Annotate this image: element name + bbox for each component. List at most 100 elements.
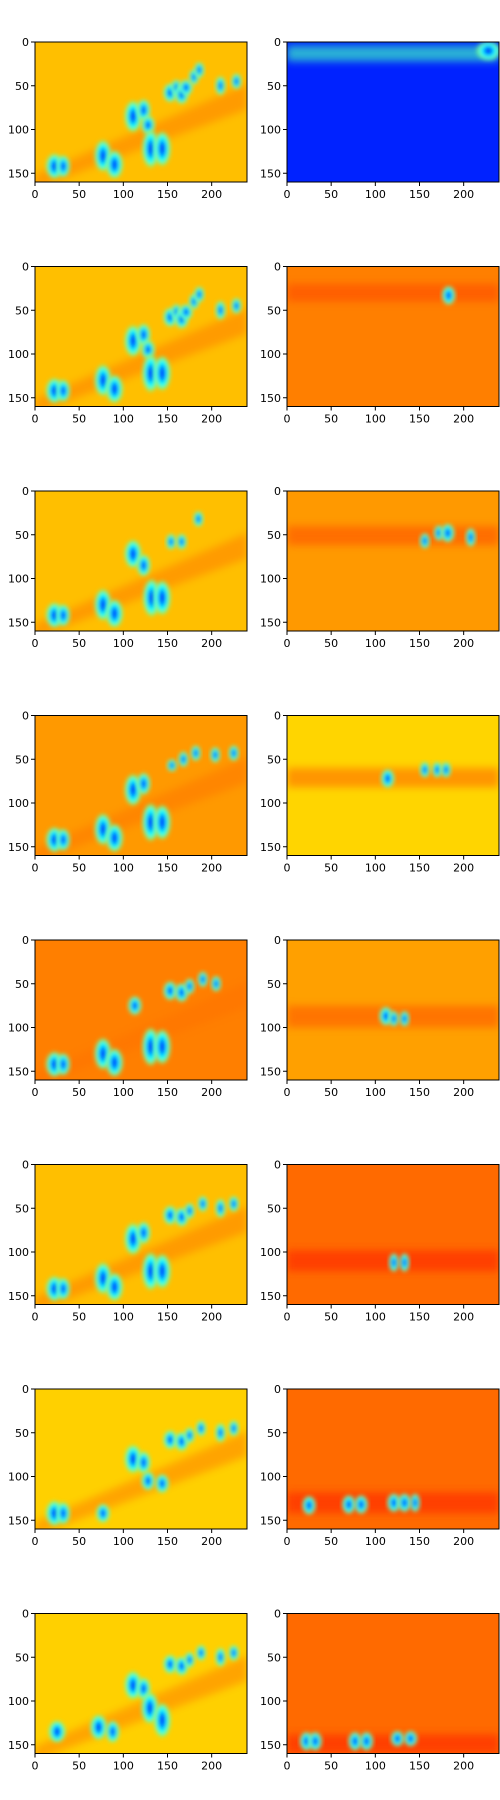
y-tick-label: 150 [260, 616, 281, 629]
x-tick-label: 50 [72, 1760, 86, 1773]
heatmap-panel-r6-left: 0 50 100 150 200 0 50 100 150 [8, 1159, 248, 1324]
heatmap-blob [302, 1496, 316, 1515]
y-tick-label: 150 [8, 1065, 29, 1078]
heatmap-blob [399, 1253, 410, 1272]
x-tick-label: 50 [324, 1535, 338, 1548]
y-tick-label: 150 [260, 1514, 281, 1527]
heatmap-blob [56, 155, 70, 177]
y-tick-label: 50 [267, 304, 281, 317]
y-tick-label: 50 [267, 529, 281, 542]
heatmap-blob [196, 1645, 207, 1661]
axis-frame [34, 1388, 248, 1530]
y-tick-label: 50 [15, 1427, 29, 1440]
heatmap-blob [215, 76, 226, 95]
x-tick-label: 50 [72, 1086, 86, 1099]
x-tick-label: 100 [113, 1086, 134, 1099]
x-tick-label: 200 [201, 413, 222, 426]
x-tick-label: 150 [409, 862, 430, 875]
heatmap-blob [166, 759, 177, 772]
heatmap-image [35, 491, 247, 631]
heatmap-background [287, 491, 499, 631]
x-tick-label: 150 [157, 188, 178, 201]
heatmap-blob [228, 1196, 239, 1212]
x-tick-label: 50 [72, 637, 86, 650]
heatmap-blob [184, 978, 195, 995]
y-tick-label: 0 [274, 1159, 281, 1172]
y-tick-label: 150 [260, 1739, 281, 1752]
heatmap-blob [106, 1048, 123, 1077]
heatmap-blob [142, 803, 160, 841]
heatmap-blob [153, 131, 171, 166]
heatmap-blob [56, 604, 70, 626]
heatmap-blob [56, 1053, 70, 1075]
heatmap-image [287, 42, 499, 182]
axis-frame [286, 1613, 500, 1754]
y-tick-label: 100 [260, 573, 281, 586]
heatmap-background [287, 42, 499, 182]
x-tick-label: 100 [365, 1760, 386, 1773]
y-tick-label: 100 [8, 124, 29, 137]
x-tick-label: 0 [284, 637, 291, 650]
heatmap-diagonal-band [35, 533, 247, 631]
x-tick-label: 100 [113, 1760, 134, 1773]
x-tick-label: 200 [201, 1311, 222, 1324]
heatmap-blob [136, 1222, 151, 1244]
x-tick-label: 0 [32, 413, 39, 426]
heatmap-blob [106, 150, 123, 179]
y-tick-label: 0 [22, 1383, 29, 1396]
x-tick-label: 150 [409, 637, 430, 650]
x-tick-label: 150 [157, 1535, 178, 1548]
heatmap-blob [153, 1703, 171, 1738]
x-tick-label: 200 [201, 1535, 222, 1548]
x-tick-label: 200 [453, 1086, 474, 1099]
y-tick-label: 0 [22, 1159, 29, 1172]
y-tick-label: 150 [8, 167, 29, 180]
heatmap-blob [153, 805, 171, 840]
y-tick-label: 0 [22, 710, 29, 723]
x-tick-label: 200 [453, 413, 474, 426]
y-tick-label: 100 [8, 573, 29, 586]
heatmap-blob [163, 1206, 177, 1225]
y-tick-label: 0 [22, 36, 29, 49]
heatmap-blob [106, 1720, 120, 1743]
heatmap-blob [184, 1427, 195, 1444]
heatmap-image [287, 1164, 499, 1305]
x-tick-label: 100 [365, 862, 386, 875]
heatmap-image [35, 1389, 247, 1529]
heatmap-blob [440, 762, 452, 778]
y-tick-label: 50 [267, 80, 281, 93]
heatmap-blob [231, 298, 242, 314]
heatmap-blob [188, 293, 200, 310]
axis-frame [34, 41, 248, 183]
y-tick-label: 150 [260, 167, 281, 180]
x-tick-label: 100 [365, 188, 386, 201]
y-tick-label: 100 [260, 797, 281, 810]
y-tick-label: 0 [274, 261, 281, 274]
heatmap-blob [56, 380, 70, 402]
heatmap-blob [90, 1715, 107, 1740]
heatmap-blob [432, 762, 443, 778]
heatmap-blob [390, 1730, 405, 1747]
heatmap-background [287, 1613, 499, 1754]
y-tick-label: 150 [8, 1514, 29, 1527]
x-tick-label: 100 [365, 637, 386, 650]
y-tick-label: 100 [8, 1471, 29, 1484]
heatmap-blob [166, 534, 177, 550]
x-tick-label: 150 [409, 1086, 430, 1099]
axis-frame [286, 490, 500, 632]
heatmap-blob [141, 115, 155, 135]
heatmap-panel-r4-right: 0 50 100 150 200 0 50 100 150 [260, 710, 500, 875]
heatmap-blob [397, 1493, 412, 1512]
y-tick-label: 100 [8, 1246, 29, 1259]
x-tick-label: 100 [113, 1535, 134, 1548]
heatmap-blob [106, 824, 123, 852]
heatmap-panel-r1-left: 0 50 100 150 200 0 50 100 150 [8, 36, 248, 201]
y-tick-label: 150 [260, 1290, 281, 1303]
heatmap-blob [476, 42, 499, 60]
x-tick-label: 50 [72, 413, 86, 426]
y-tick-label: 100 [8, 1695, 29, 1708]
y-tick-label: 100 [260, 1022, 281, 1035]
y-tick-label: 0 [22, 1608, 29, 1621]
x-tick-label: 50 [324, 862, 338, 875]
heatmap-blob [197, 1196, 208, 1212]
